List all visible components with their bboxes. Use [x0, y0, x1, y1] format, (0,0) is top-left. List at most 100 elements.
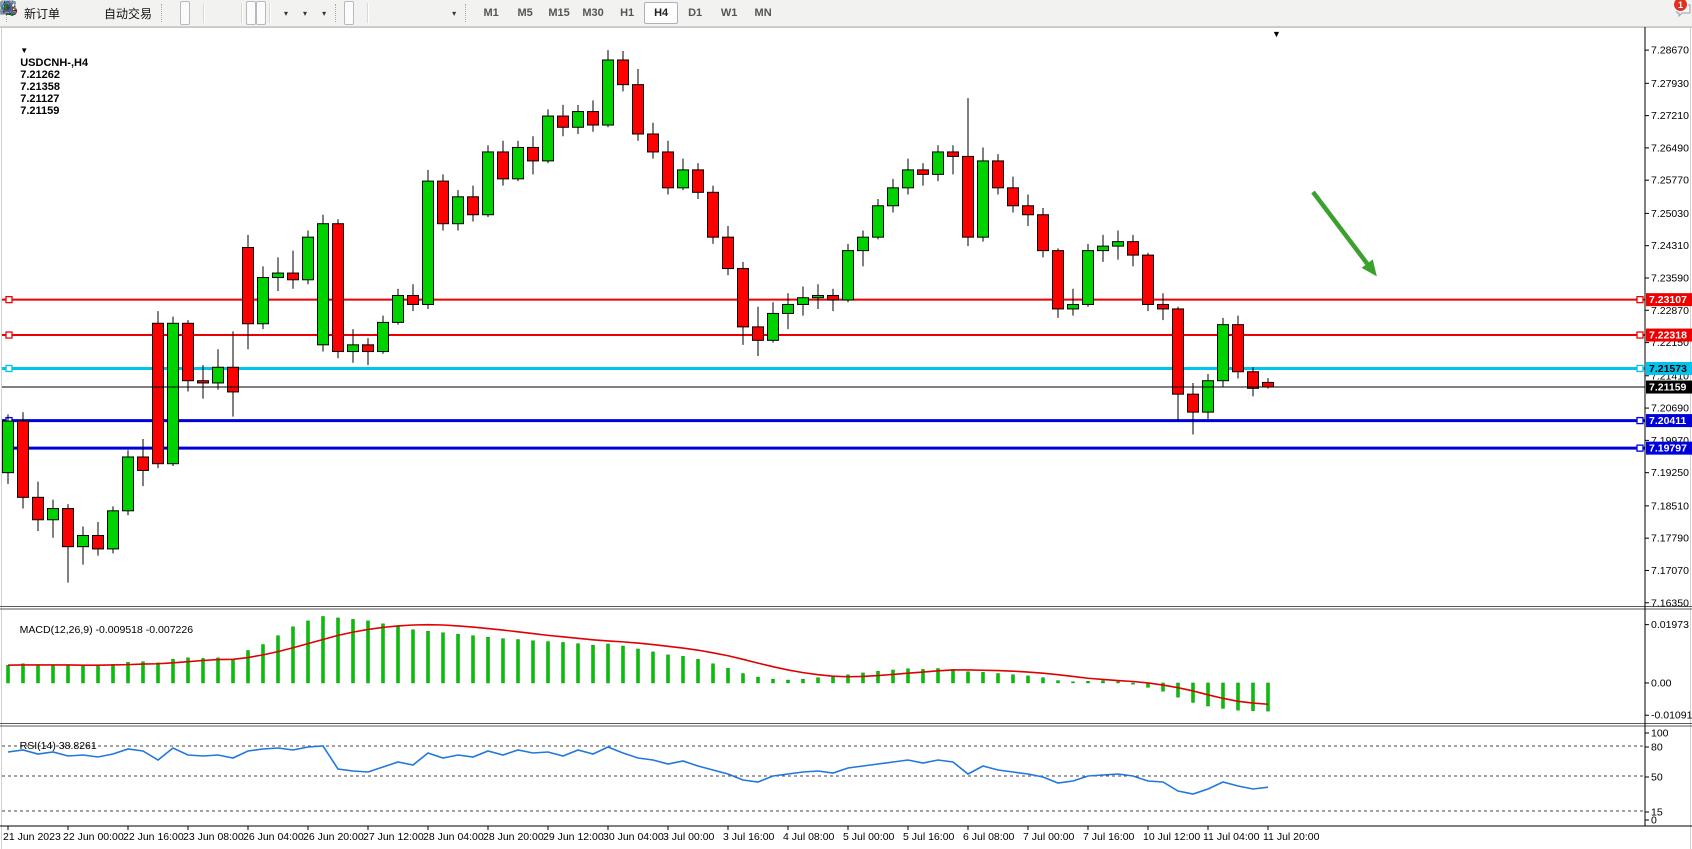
dropdown-caret-icon: ▾ — [452, 8, 457, 18]
rsi-indicator-label: RSI(14) 38.8261 — [19, 740, 97, 752]
zoom-out-button[interactable] — [1, 1, 228, 25]
rsi-value: 38.8261 — [58, 740, 97, 752]
svg-text:7.27930: 7.27930 — [1651, 78, 1689, 90]
toolbar-separator — [241, 3, 244, 23]
chart-canvas[interactable]: 7.28670 7.27930 7.27210 7.26490 7.25770 7.250… — [0, 27, 1692, 849]
auto-scroll-button[interactable] — [1, 1, 257, 25]
svg-text:100: 100 — [1651, 728, 1669, 740]
fibonacci-button[interactable]: F — [2, 1, 422, 25]
gold-chart-button[interactable] — [1, 1, 75, 25]
templates-button[interactable]: ▾ — [1, 1, 331, 25]
svg-text:7.23590: 7.23590 — [1651, 272, 1689, 284]
new-order-button[interactable]: 新订单 — [2, 0, 65, 25]
timeframe-m1-button[interactable]: M1 — [483, 7, 499, 19]
svg-text:28 Jun 20:00: 28 Jun 20:00 — [483, 831, 544, 843]
dropdown-caret-icon: ▾ — [322, 8, 327, 18]
timeframe-m30-button[interactable]: M30 — [582, 7, 604, 19]
toolbar-grip — [465, 4, 472, 22]
ohlc-close: 7.21159 — [20, 105, 60, 117]
symbol-dropdown-marker[interactable]: ▼ — [1272, 29, 1281, 39]
macd-value-1: -0.009518 — [95, 624, 143, 636]
svg-text:7.18510: 7.18510 — [1651, 500, 1689, 512]
svg-text:7 Jul 16:00: 7 Jul 16:00 — [1083, 831, 1135, 843]
svg-text:7.20411: 7.20411 — [1649, 415, 1687, 427]
tile-windows-button[interactable] — [0, 1, 238, 25]
search-button[interactable] — [1, 1, 1674, 25]
toolbar-separator — [367, 3, 370, 23]
svg-text:7.19250: 7.19250 — [1651, 467, 1689, 479]
svg-text:26 Jun 04:00: 26 Jun 04:00 — [243, 831, 304, 843]
auto-trading-button[interactable]: 自动交易 — [1, 1, 157, 25]
timeframe-mn-button[interactable]: MN — [754, 7, 772, 19]
ohlc-low: 7.21127 — [20, 93, 60, 105]
crosshair-button[interactable] — [1, 1, 364, 25]
svg-text:80: 80 — [1651, 742, 1663, 754]
svg-text:6 Jul 08:00: 6 Jul 08:00 — [963, 831, 1015, 843]
svg-text:7.27210: 7.27210 — [1651, 110, 1689, 122]
svg-text:7.23107: 7.23107 — [1649, 294, 1687, 306]
svg-text:11 Jul 20:00: 11 Jul 20:00 — [1263, 831, 1320, 843]
toolbar-grip — [161, 4, 168, 22]
svg-text:7.17070: 7.17070 — [1651, 565, 1689, 577]
toolbar-separator — [203, 3, 206, 23]
svg-text:7.17790: 7.17790 — [1651, 533, 1689, 545]
timeframe-d1-button[interactable]: D1 — [688, 7, 703, 19]
dropdown-caret-icon: ▾ — [303, 8, 308, 18]
svg-text:5 Jul 16:00: 5 Jul 16:00 — [903, 831, 955, 843]
svg-text:29 Jun 12:00: 29 Jun 12:00 — [543, 831, 604, 843]
chart-ohlc-title: ▼ USDCNH-,H4 7.21262 7.21358 7.21127 7.2… — [8, 33, 91, 129]
svg-text:10 Jul 12:00: 10 Jul 12:00 — [1143, 831, 1200, 843]
svg-text:22 Jun 16:00: 22 Jun 16:00 — [123, 831, 184, 843]
timeframe-m15-button[interactable]: M15 — [548, 7, 570, 19]
notifications-button[interactable]: 1 — [1673, 0, 1691, 25]
svg-text:23 Jun 08:00: 23 Jun 08:00 — [183, 831, 244, 843]
text-button[interactable]: A — [3, 1, 432, 25]
vertical-line-button[interactable] — [5, 1, 382, 25]
timeframe-h4-button[interactable]: H4 — [644, 2, 679, 24]
svg-text:7.20690: 7.20690 — [1651, 403, 1689, 415]
timeframe-h1-button[interactable]: H1 — [620, 7, 635, 19]
indicators-button[interactable]: ▾ — [1, 0, 293, 25]
collapse-icon[interactable]: ▼ — [20, 46, 29, 55]
candlestick-chart-button[interactable] — [1, 1, 191, 25]
svg-text:A: A — [3, 3, 11, 15]
macd-indicator-label: MACD(12,26,9) -0.009518 -0.007226 — [19, 624, 194, 636]
trendline-button[interactable] — [2, 1, 402, 25]
text-label-button[interactable]: T — [1, 1, 442, 25]
pane-divider-rsi[interactable] — [0, 721, 1645, 726]
cursor-button[interactable] — [4, 1, 355, 25]
svg-text:7.22870: 7.22870 — [1651, 305, 1689, 317]
svg-text:28 Jun 04:00: 28 Jun 04:00 — [423, 831, 484, 843]
pane-divider-macd[interactable] — [0, 605, 1645, 610]
new-order-label: 新订单 — [24, 6, 61, 21]
equidistant-channel-button[interactable]: E — [1, 1, 412, 25]
svg-text:0.01973: 0.01973 — [1651, 619, 1689, 631]
dropdown-caret-icon: ▾ — [284, 8, 289, 18]
ohlc-high: 7.21358 — [20, 81, 60, 93]
time-axis[interactable] — [0, 826, 1645, 849]
timeframe-w1-button[interactable]: W1 — [720, 7, 738, 19]
periods-button[interactable]: ▾ — [1, 1, 312, 25]
signals-button[interactable] — [1, 1, 95, 25]
auto-trading-label: 自动交易 — [104, 6, 153, 21]
svg-text:3 Jul 16:00: 3 Jul 16:00 — [723, 831, 775, 843]
svg-text:5 Jul 00:00: 5 Jul 00:00 — [843, 831, 895, 843]
svg-text:4 Jul 08:00: 4 Jul 08:00 — [783, 831, 835, 843]
svg-text:T: T — [6, 4, 12, 14]
zoom-in-button[interactable] — [1, 1, 218, 25]
chart-shift-button[interactable] — [2, 1, 267, 25]
community-button[interactable] — [1, 1, 85, 25]
svg-text:7.26490: 7.26490 — [1651, 142, 1689, 154]
bar-chart-button[interactable] — [1, 1, 180, 25]
line-chart-button[interactable] — [1, 1, 200, 25]
arrows-button[interactable]: ▾ — [3, 1, 461, 25]
macd-value-2: -0.007226 — [145, 624, 194, 636]
toolbar-grip — [335, 4, 342, 22]
notification-badge: 1 — [1673, 0, 1688, 12]
horizontal-line-button[interactable] — [2, 1, 392, 25]
svg-text:7.22318: 7.22318 — [1649, 330, 1687, 342]
price-axis[interactable] — [1645, 27, 1692, 826]
timeframe-m5-button[interactable]: M5 — [517, 7, 533, 19]
main-toolbar: 新订单 自动交易 — [0, 0, 1692, 27]
